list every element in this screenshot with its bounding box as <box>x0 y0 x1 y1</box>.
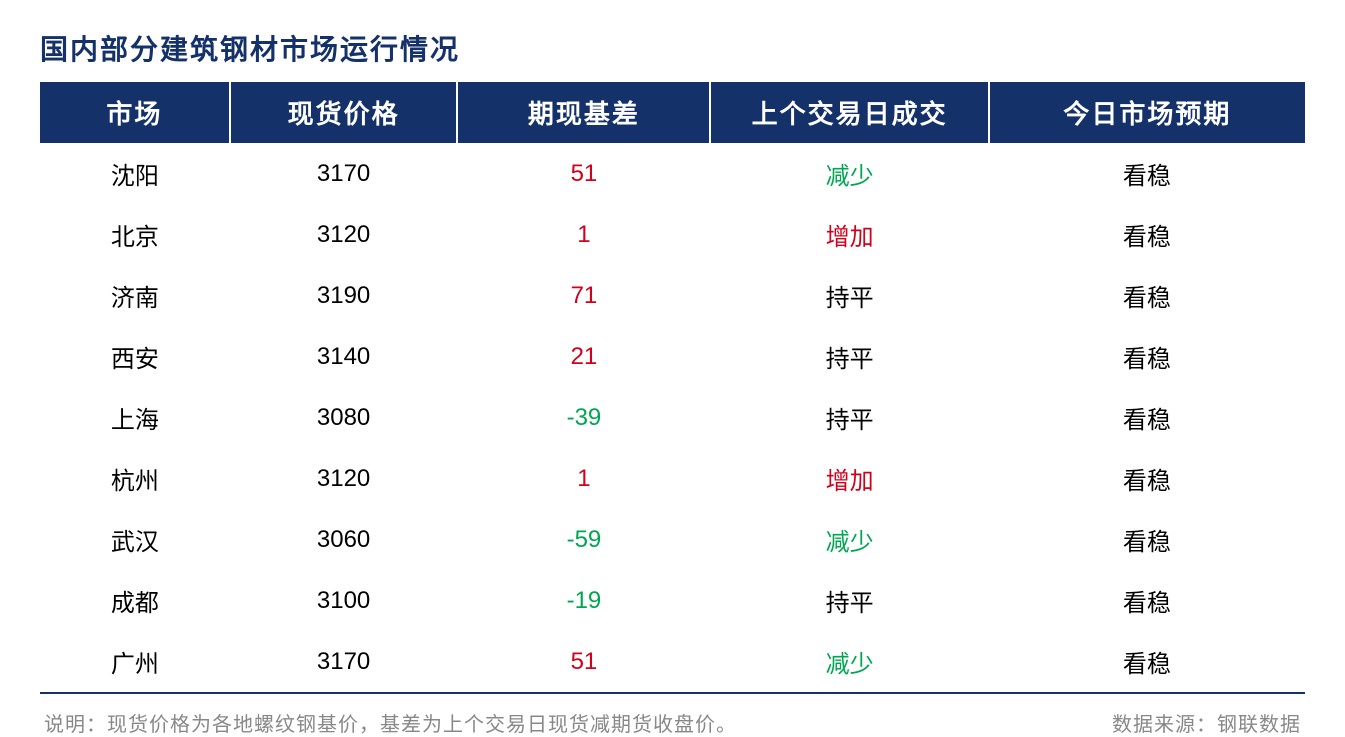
cell-outlook: 看稳 <box>989 509 1305 570</box>
cell-market: 上海 <box>40 387 230 448</box>
cell-volume: 持平 <box>710 326 988 387</box>
cell-basis: 21 <box>457 326 710 387</box>
table-row: 北京31201增加看稳 <box>40 204 1305 265</box>
cell-outlook: 看稳 <box>989 631 1305 693</box>
cell-basis: 71 <box>457 265 710 326</box>
cell-volume: 减少 <box>710 509 988 570</box>
table-row: 沈阳317051减少看稳 <box>40 143 1305 204</box>
cell-basis: 1 <box>457 448 710 509</box>
cell-outlook: 看稳 <box>989 326 1305 387</box>
cell-basis: 1 <box>457 204 710 265</box>
cell-spot: 3170 <box>230 631 458 693</box>
cell-spot: 3120 <box>230 448 458 509</box>
cell-volume: 减少 <box>710 631 988 693</box>
cell-volume: 增加 <box>710 204 988 265</box>
cell-market: 西安 <box>40 326 230 387</box>
cell-outlook: 看稳 <box>989 204 1305 265</box>
cell-volume: 持平 <box>710 387 988 448</box>
steel-market-table: 市场 现货价格 期现基差 上个交易日成交 今日市场预期 沈阳317051减少看稳… <box>40 82 1305 694</box>
col-spot: 现货价格 <box>230 82 458 143</box>
cell-volume: 增加 <box>710 448 988 509</box>
cell-outlook: 看稳 <box>989 143 1305 204</box>
cell-basis: 51 <box>457 143 710 204</box>
cell-spot: 3170 <box>230 143 458 204</box>
cell-basis: -39 <box>457 387 710 448</box>
table-header-row: 市场 现货价格 期现基差 上个交易日成交 今日市场预期 <box>40 82 1305 143</box>
col-basis: 期现基差 <box>457 82 710 143</box>
cell-outlook: 看稳 <box>989 265 1305 326</box>
cell-market: 杭州 <box>40 448 230 509</box>
cell-outlook: 看稳 <box>989 570 1305 631</box>
table-row: 济南319071持平看稳 <box>40 265 1305 326</box>
cell-spot: 3120 <box>230 204 458 265</box>
cell-market: 济南 <box>40 265 230 326</box>
table-row: 成都3100-19持平看稳 <box>40 570 1305 631</box>
table-row: 广州317051减少看稳 <box>40 631 1305 693</box>
cell-outlook: 看稳 <box>989 387 1305 448</box>
col-market: 市场 <box>40 82 230 143</box>
footnote-left: 说明：现货价格为各地螺纹钢基价，基差为上个交易日现货减期货收盘价。 <box>44 708 737 737</box>
footnote-right: 数据来源：钢联数据 <box>1112 708 1301 737</box>
cell-market: 广州 <box>40 631 230 693</box>
col-volume: 上个交易日成交 <box>710 82 988 143</box>
cell-volume: 持平 <box>710 570 988 631</box>
table-row: 武汉3060-59减少看稳 <box>40 509 1305 570</box>
cell-spot: 3080 <box>230 387 458 448</box>
cell-market: 沈阳 <box>40 143 230 204</box>
cell-spot: 3140 <box>230 326 458 387</box>
cell-market: 北京 <box>40 204 230 265</box>
cell-spot: 3100 <box>230 570 458 631</box>
cell-spot: 3190 <box>230 265 458 326</box>
cell-basis: 51 <box>457 631 710 693</box>
table-row: 上海3080-39持平看稳 <box>40 387 1305 448</box>
cell-outlook: 看稳 <box>989 448 1305 509</box>
cell-spot: 3060 <box>230 509 458 570</box>
table-row: 西安314021持平看稳 <box>40 326 1305 387</box>
cell-volume: 减少 <box>710 143 988 204</box>
col-outlook: 今日市场预期 <box>989 82 1305 143</box>
cell-market: 武汉 <box>40 509 230 570</box>
cell-market: 成都 <box>40 570 230 631</box>
cell-basis: -59 <box>457 509 710 570</box>
cell-volume: 持平 <box>710 265 988 326</box>
footnote-row: 说明：现货价格为各地螺纹钢基价，基差为上个交易日现货减期货收盘价。 数据来源：钢… <box>40 694 1305 737</box>
cell-basis: -19 <box>457 570 710 631</box>
table-row: 杭州31201增加看稳 <box>40 448 1305 509</box>
page-title: 国内部分建筑钢材市场运行情况 <box>40 20 1305 82</box>
table-body: 沈阳317051减少看稳北京31201增加看稳济南319071持平看稳西安314… <box>40 143 1305 693</box>
